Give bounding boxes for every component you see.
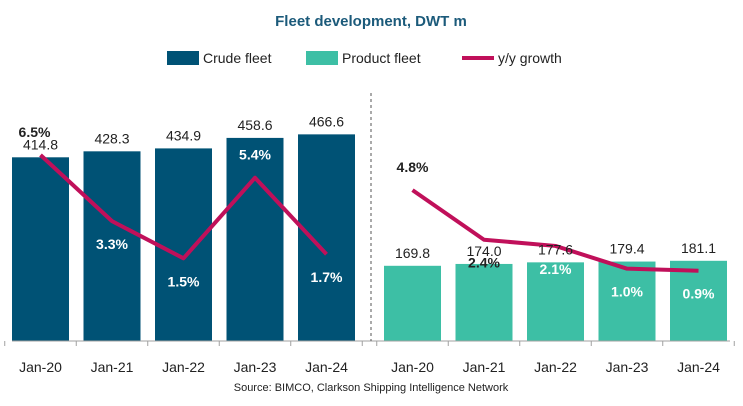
x-tick-label-product-2: Jan-22 bbox=[534, 359, 577, 375]
value-label-product-2: 177.6 bbox=[538, 241, 573, 257]
x-tick-label-crude-1: Jan-21 bbox=[91, 359, 134, 375]
bars-layer bbox=[12, 134, 727, 341]
bar-crude-4 bbox=[298, 134, 355, 341]
growth-label-crude-0: 6.5% bbox=[19, 124, 51, 140]
bar-crude-2 bbox=[155, 148, 212, 341]
source-note: Source: BIMCO, Clarkson Shipping Intelli… bbox=[234, 382, 509, 394]
value-label-crude-4: 466.6 bbox=[309, 113, 344, 129]
bar-product-2 bbox=[527, 262, 584, 341]
labels-layer: 414.8 428.3 434.9 458.6 466.6 6.5% 3.3% 1.5% 5.4… bbox=[19, 113, 717, 301]
x-tick-label-product-0: Jan-20 bbox=[391, 359, 434, 375]
value-label-product-4: 181.1 bbox=[681, 240, 716, 256]
growth-line-crude bbox=[39, 153, 328, 261]
legend-swatch-product bbox=[306, 51, 338, 65]
x-tick-label-crude-3: Jan-23 bbox=[234, 359, 277, 375]
growth-label-crude-1: 3.3% bbox=[96, 236, 128, 252]
legend-label-growth: y/y growth bbox=[498, 50, 562, 66]
bar-crude-3 bbox=[226, 137, 284, 341]
bar-product-1 bbox=[455, 263, 513, 341]
growth-label-crude-3: 5.4% bbox=[239, 147, 271, 163]
value-label-crude-0: 414.8 bbox=[23, 136, 58, 152]
bar-crude-0 bbox=[12, 157, 69, 341]
growth-label-crude-2: 1.5% bbox=[168, 273, 200, 289]
x-tick-label-product-4: Jan-24 bbox=[677, 359, 720, 375]
value-label-crude-2: 434.9 bbox=[166, 127, 201, 143]
growth-label-product-3: 1.0% bbox=[611, 284, 643, 300]
x-tick-label-crude-4: Jan-24 bbox=[305, 359, 348, 375]
x-tick-label-crude-2: Jan-22 bbox=[162, 359, 205, 375]
bar-product-4 bbox=[670, 260, 727, 341]
growth-line-layer bbox=[39, 153, 699, 273]
legend-swatch-crude bbox=[167, 51, 199, 65]
growth-label-product-2: 2.1% bbox=[540, 261, 572, 277]
x-tick-label-crude-0: Jan-20 bbox=[19, 359, 62, 375]
value-label-crude-3: 458.6 bbox=[237, 117, 272, 133]
bar-product-3 bbox=[598, 261, 656, 341]
value-label-product-0: 169.8 bbox=[395, 245, 430, 261]
value-label-crude-1: 428.3 bbox=[94, 130, 129, 146]
legend-label-crude: Crude fleet bbox=[203, 50, 272, 66]
legend: Crude fleet Product fleet y/y growth bbox=[167, 50, 562, 66]
bar-product-0 bbox=[384, 265, 441, 341]
x-tick-label-product-1: Jan-21 bbox=[463, 359, 506, 375]
x-axis-ticks: Jan-20 Jan-21 Jan-22 Jan-23 Jan-24 Jan-20 Jan-… bbox=[4, 341, 735, 375]
growth-label-crude-4: 1.7% bbox=[311, 269, 343, 285]
chart-title: Fleet development, DWT m bbox=[275, 13, 467, 30]
growth-label-product-1: 2.4% bbox=[468, 255, 500, 271]
value-label-product-3: 179.4 bbox=[609, 241, 644, 257]
growth-label-product-4: 0.9% bbox=[683, 286, 715, 302]
bar-crude-1 bbox=[83, 151, 141, 341]
growth-line-product bbox=[411, 188, 699, 273]
value-label-product-1: 174.0 bbox=[466, 243, 501, 259]
legend-label-product: Product fleet bbox=[342, 50, 421, 66]
x-tick-label-product-3: Jan-23 bbox=[606, 359, 649, 375]
growth-label-product-0: 4.8% bbox=[397, 159, 429, 175]
